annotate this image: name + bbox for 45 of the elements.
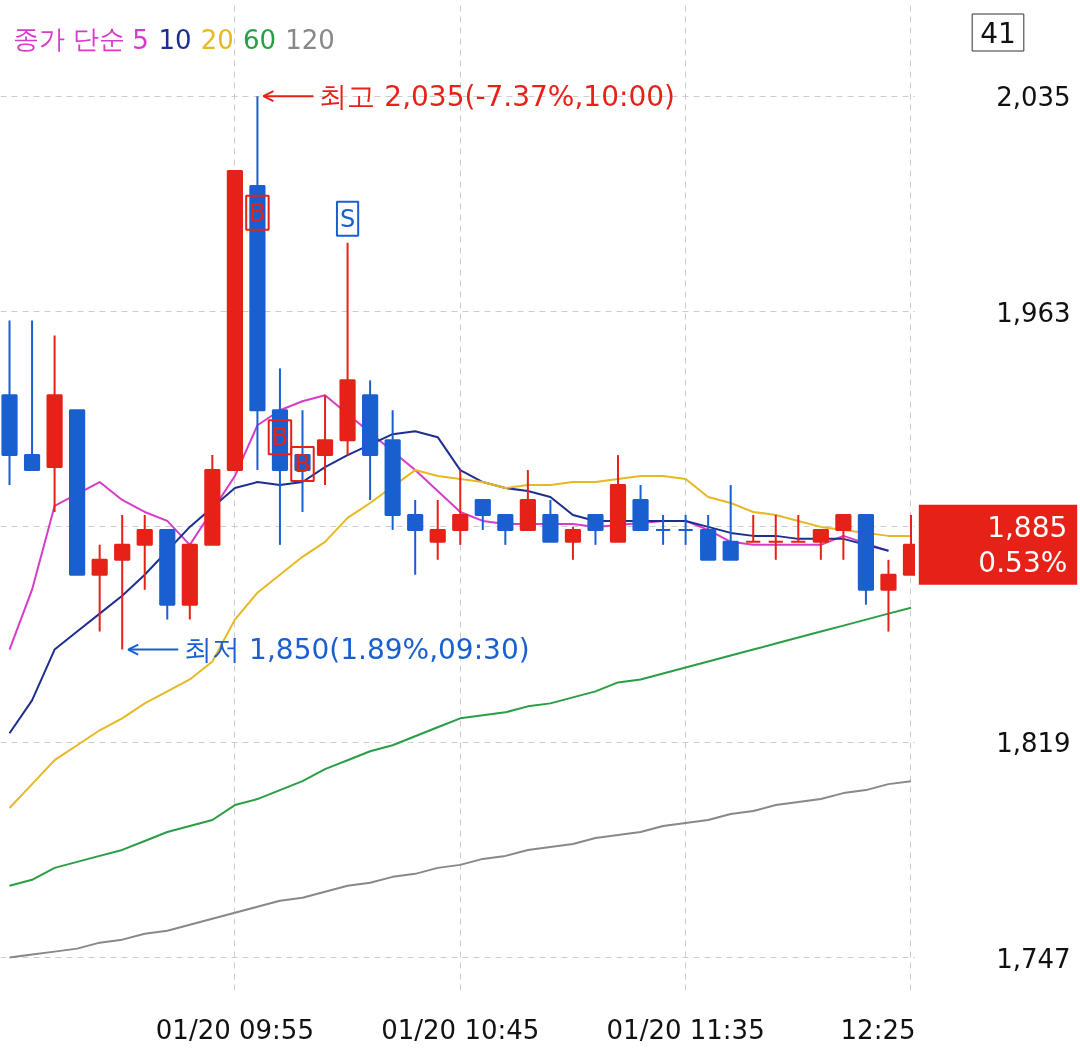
candlestick: [429, 498, 446, 561]
annotation: B: [249, 198, 266, 227]
candlestick: [23, 319, 41, 472]
candlestick: [407, 498, 424, 576]
y-tick-label: 1,963: [996, 297, 1071, 328]
legend-title: 종가 단순: [12, 23, 125, 54]
text: 20: [200, 24, 234, 55]
text: 0.53%: [978, 546, 1068, 580]
candlestick: [587, 513, 604, 546]
x-tick-label: 01/20 11:35: [606, 1014, 765, 1045]
text: 60: [242, 24, 276, 55]
candlestick: [91, 543, 108, 633]
candlestick: [136, 513, 153, 591]
candlestick: [316, 394, 334, 487]
annotation: 최고 2,035(-7.37%,10:00): [319, 79, 675, 113]
annotation: B: [294, 450, 311, 479]
candlestick: [790, 513, 807, 543]
candlestick: [880, 558, 897, 633]
candlestick: [654, 513, 672, 546]
candlestick: [677, 513, 694, 546]
candlestick: [114, 513, 131, 651]
candlestick: [474, 498, 491, 531]
y-tick-label: 1,819: [996, 728, 1071, 759]
text: 1,885: [987, 511, 1068, 545]
candlestick: [564, 525, 582, 561]
candlestick: [452, 469, 469, 546]
annotation: B: [271, 423, 289, 452]
candlestick: [835, 513, 852, 561]
y-tick-label: 1,747: [996, 943, 1071, 974]
candlestick: [722, 484, 739, 561]
annotation: S: [339, 204, 356, 233]
y-tick-label: 2,035: [996, 82, 1071, 113]
candlestick: [745, 513, 762, 543]
candlestick: [497, 513, 514, 546]
candlestick: [767, 513, 784, 561]
text: 10: [158, 24, 192, 55]
x-tick-label: 01/20 09:55: [155, 1014, 314, 1045]
text: 41: [980, 17, 1016, 50]
text: 5: [132, 24, 149, 55]
line-series: [8, 606, 912, 887]
candlestick: [812, 528, 829, 561]
x-tick-label: 01/20 10:45: [381, 1014, 540, 1045]
text: 120: [285, 24, 335, 55]
x-tick-label: 12:25: [840, 1014, 916, 1045]
line-series: [8, 780, 912, 959]
